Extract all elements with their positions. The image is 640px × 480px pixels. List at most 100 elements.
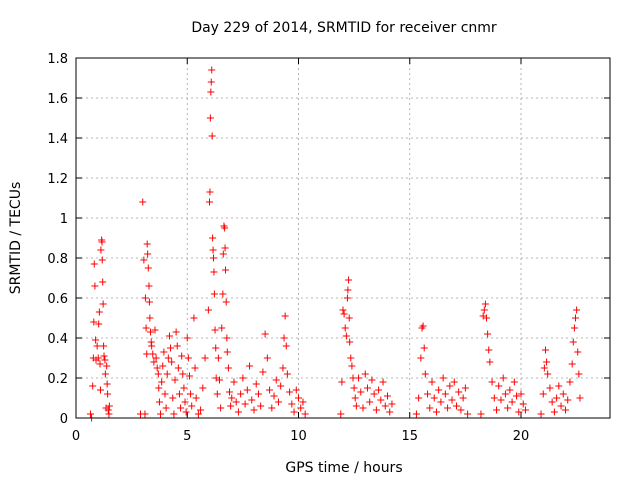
data-point [146, 314, 154, 322]
data-point [455, 388, 463, 396]
data-point [103, 362, 111, 370]
data-point [344, 286, 352, 294]
data-point [280, 334, 288, 342]
data-point [576, 394, 584, 402]
data-point [435, 386, 443, 394]
data-point [372, 406, 380, 414]
data-point [219, 290, 227, 298]
data-point [90, 260, 98, 268]
data-point [337, 410, 345, 418]
data-point [210, 290, 218, 298]
data-point [342, 332, 350, 340]
data-point [268, 404, 276, 412]
data-point [174, 364, 182, 372]
y-tick-label: 1 [60, 212, 68, 227]
data-point [448, 396, 456, 404]
data-point [541, 346, 549, 354]
data-point [553, 394, 561, 402]
data-point [495, 382, 503, 390]
data-point [263, 354, 271, 362]
data-point [488, 378, 496, 386]
data-point [194, 410, 202, 418]
data-point [104, 406, 112, 414]
data-point [192, 394, 200, 402]
data-point [521, 406, 529, 414]
data-point [343, 294, 351, 302]
data-point [144, 264, 152, 272]
data-point [557, 402, 565, 410]
y-tick-label: 0.4 [47, 332, 68, 347]
data-point [159, 362, 167, 370]
y-tick-label: 1.8 [47, 52, 68, 67]
data-point [261, 330, 269, 338]
y-tick-label: 1.2 [47, 172, 68, 187]
data-point [157, 410, 165, 418]
data-point [145, 282, 153, 290]
data-point [218, 324, 226, 332]
data-point [180, 384, 188, 392]
data-point [142, 324, 150, 332]
x-tick-label: 20 [513, 429, 530, 444]
data-point [537, 410, 545, 418]
data-point [199, 384, 207, 392]
data-point [351, 394, 359, 402]
data-point [183, 334, 191, 342]
data-point [508, 398, 516, 406]
data-point [277, 382, 285, 390]
y-tick-label: 1.6 [47, 92, 68, 107]
data-point [461, 384, 469, 392]
data-point [572, 314, 580, 322]
data-point [190, 314, 198, 322]
data-point [340, 310, 348, 318]
data-point [96, 386, 104, 394]
data-point [219, 250, 227, 258]
data-point [350, 384, 358, 392]
data-point [209, 246, 217, 254]
data-point [201, 354, 209, 362]
data-point [103, 380, 111, 388]
data-point [153, 364, 161, 372]
data-point [143, 350, 151, 358]
data-point [94, 354, 102, 362]
y-tick-label: 0.2 [47, 372, 68, 387]
data-point [515, 408, 523, 416]
data-point [345, 314, 353, 322]
data-point [167, 344, 175, 352]
data-point [504, 404, 512, 412]
data-point [145, 298, 153, 306]
data-point [185, 372, 193, 380]
data-point [162, 404, 170, 412]
y-tick-label: 0 [60, 412, 68, 427]
data-point [254, 390, 262, 398]
data-point [140, 256, 148, 264]
data-point [497, 396, 505, 404]
data-point [148, 342, 156, 350]
data-point [566, 378, 574, 386]
data-point [286, 388, 294, 396]
data-point [381, 402, 389, 410]
data-point [141, 410, 149, 418]
x-tick-label: 5 [183, 429, 191, 444]
data-point [562, 406, 569, 414]
data-point [211, 326, 219, 334]
data-point [209, 234, 217, 242]
data-point [158, 378, 166, 386]
data-point [347, 354, 355, 362]
data-point [147, 328, 155, 336]
data-point [182, 408, 190, 416]
data-point [573, 306, 581, 314]
data-point [272, 376, 280, 384]
data-point [230, 378, 238, 386]
data-point [490, 394, 498, 402]
data-point [559, 390, 567, 398]
data-point [281, 312, 289, 320]
data-point [173, 342, 181, 350]
data-point [222, 298, 230, 306]
plot-frame [75, 57, 611, 419]
grid-layer [76, 58, 610, 418]
data-point [266, 386, 274, 394]
data-point [480, 306, 488, 314]
y-tick-label: 0.8 [47, 252, 68, 267]
data-point [457, 406, 465, 414]
